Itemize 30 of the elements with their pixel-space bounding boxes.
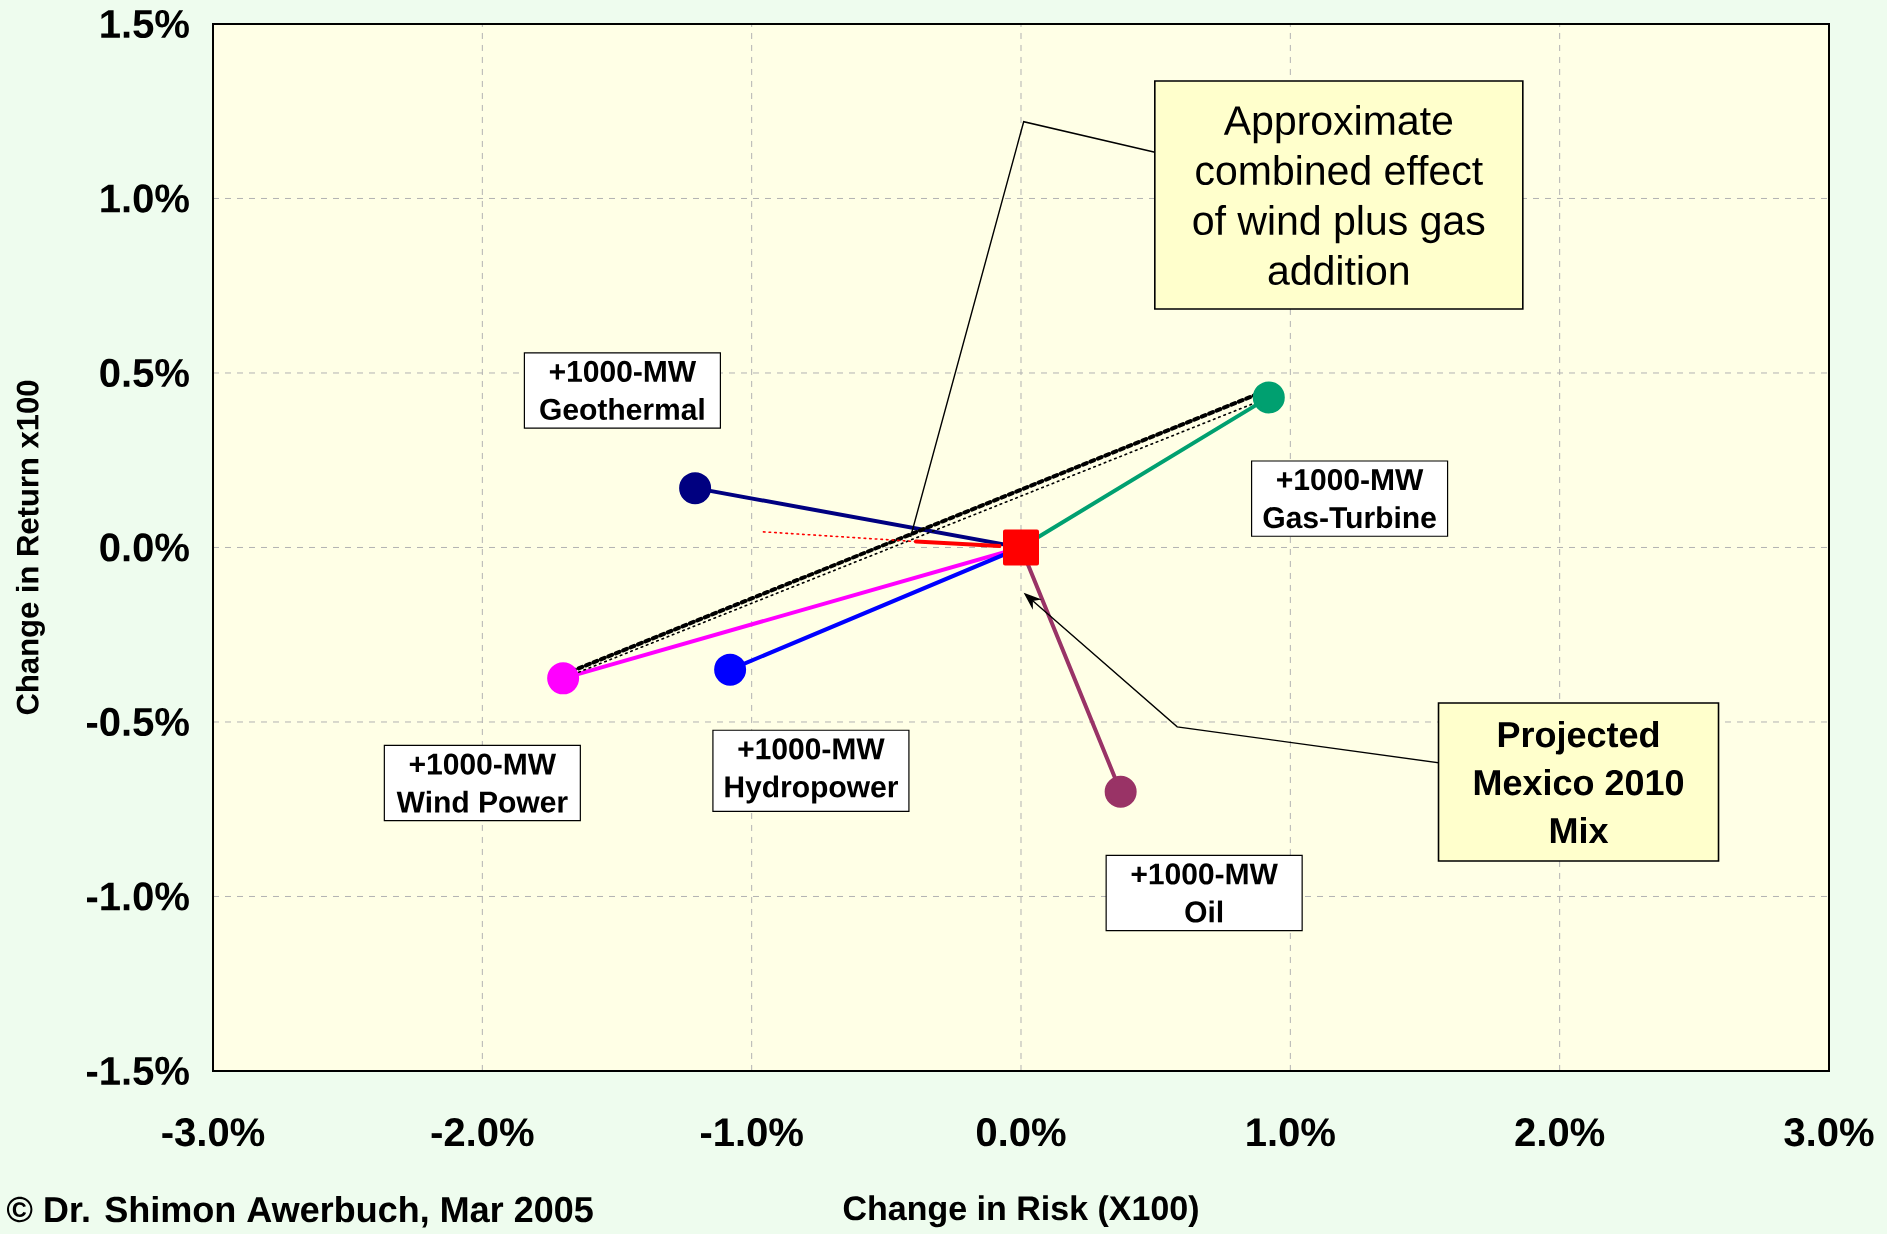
point: [679, 472, 712, 505]
x-tick-label: 3.0%: [1784, 1118, 1874, 1147]
point: [714, 653, 747, 686]
x-axis-title: Change in Risk (X100): [843, 1195, 1198, 1228]
annotation: Projected Mexico 2010 Mix: [1474, 720, 1684, 844]
x-tick-label: 1.0%: [1247, 1118, 1335, 1147]
text: © Dr. Shimon Awerbuch, Mar 2005: [6, 1195, 593, 1228]
y-tick-label: 1.5%: [101, 9, 189, 39]
x-tick-label: -2.0%: [431, 1118, 534, 1147]
annotation: +1000-MW Wind Power: [396, 753, 568, 813]
point: [1252, 381, 1285, 414]
y-tick-label: 0.0%: [100, 533, 189, 562]
point: [547, 662, 580, 695]
x-tick-label: 0.0%: [976, 1118, 1066, 1147]
point: [1003, 529, 1039, 566]
y-tick-label: -1.5%: [87, 1056, 189, 1086]
annotation: +1000-MW Hydropower: [725, 738, 898, 804]
x-tick-label: 2.0%: [1515, 1118, 1605, 1147]
y-tick-label: -1.0%: [87, 882, 189, 911]
y-axis-title: Change in Return x100: [15, 380, 45, 715]
x-tick-label: -1.0%: [700, 1118, 803, 1147]
annotation: +1000-MW Geothermal: [540, 360, 704, 421]
x-tick-label: -3.0%: [162, 1118, 265, 1147]
y-tick-label: 1.0%: [101, 184, 189, 213]
annotation: Approximate combined effect of wind plus gas addition: [1193, 104, 1485, 286]
annotation: +1000-MW Gas-Turbine: [1263, 469, 1436, 529]
annotation: +1000-MW Oil: [1131, 863, 1278, 923]
point: [1104, 775, 1137, 808]
y-tick-label: 0.5%: [100, 358, 189, 388]
y-tick-label: -0.5%: [87, 707, 189, 737]
